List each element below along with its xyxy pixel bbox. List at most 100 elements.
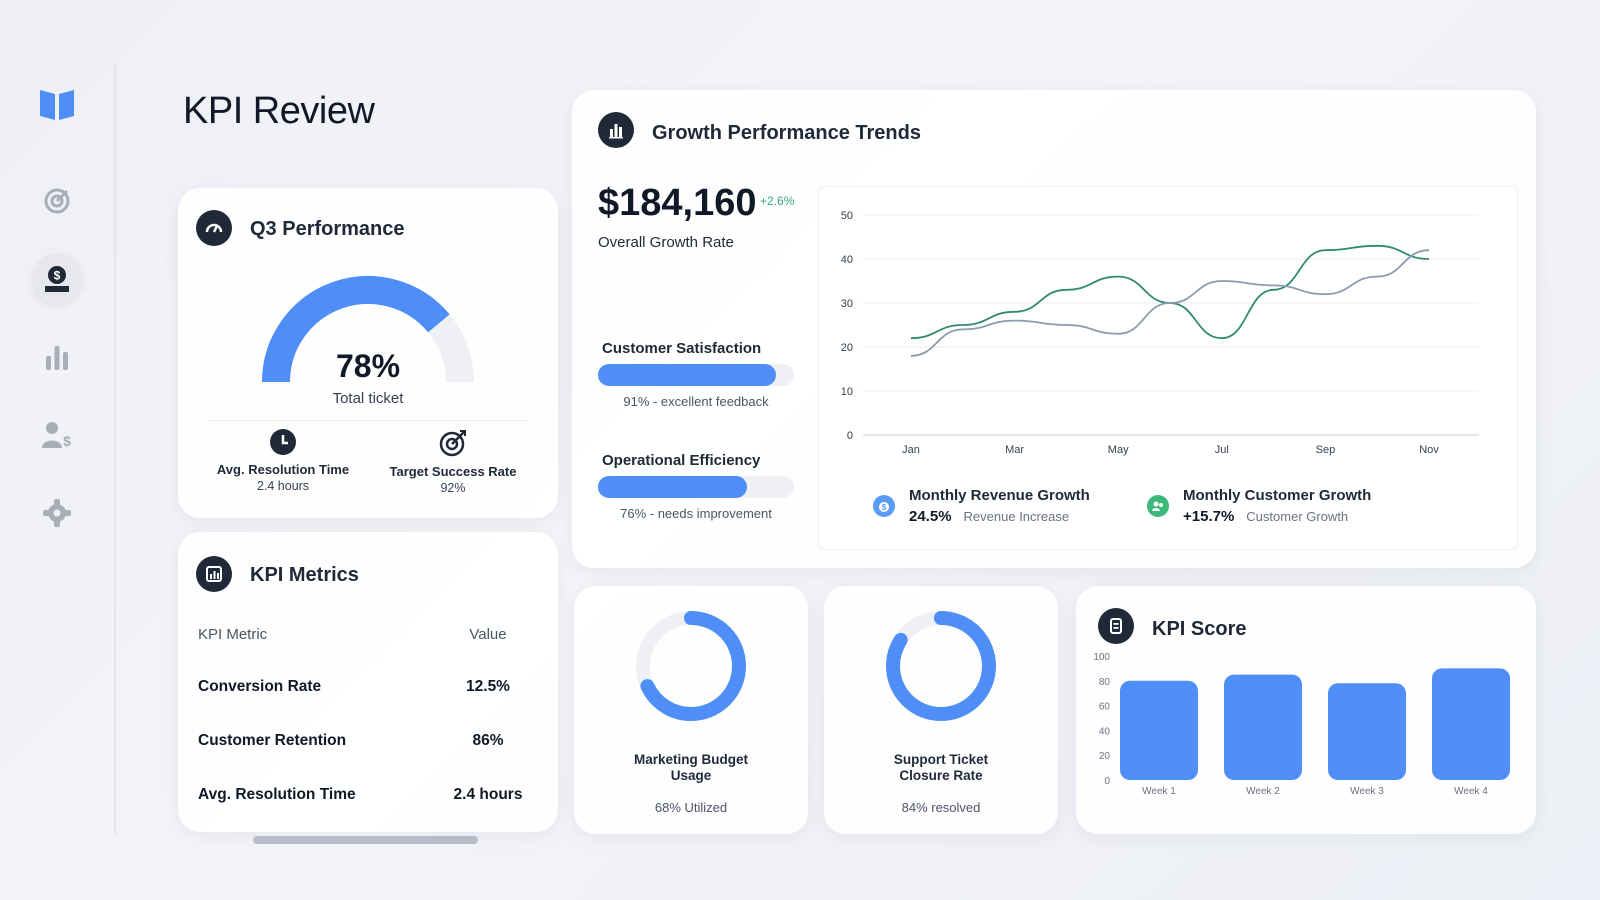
stat-value: 2.4 hours <box>256 479 310 493</box>
column-header-value: Value <box>469 626 507 643</box>
bar-chart-icon <box>598 112 634 148</box>
metric-value: 86% <box>472 732 504 749</box>
legend-value: +15.7% <box>1183 508 1235 525</box>
support-ticket-card: Support Ticket Closure Rate 84% resolved <box>824 586 1058 834</box>
document-icon <box>1098 608 1134 644</box>
line-chart: 0 10 20 30 40 50 Jan Mar May Jul Sep Nov <box>841 210 1479 456</box>
metric-value: 2.4 hours <box>453 786 523 803</box>
x-tick-label: Jul <box>1215 444 1229 456</box>
marketing-budget-card: Marketing Budget Usage 68% Utilized <box>574 586 808 834</box>
page-title: KPI Review <box>183 90 375 132</box>
bar-label: Customer Satisfaction <box>602 340 762 357</box>
growth-trends-card: Growth Performance Trends $184,160 +2.6%… <box>572 90 1536 568</box>
x-tick-label: Nov <box>1419 444 1439 456</box>
x-tick-label: Jan <box>902 444 920 456</box>
user-dollar-icon[interactable]: $ <box>32 410 82 460</box>
metric-name: Conversion Rate <box>198 678 322 695</box>
y-tick-label: 80 <box>1099 677 1111 688</box>
book-open-icon[interactable] <box>38 86 76 122</box>
x-tick-label: Mar <box>1005 444 1024 456</box>
card-title: KPI Score <box>1152 618 1247 640</box>
kpi-score-card: KPI Score 0 20 40 60 80 100 Week 1 Week 2 Week 3… <box>1076 586 1536 834</box>
y-tick-label: 100 <box>1093 652 1110 663</box>
bar-note: 91% - excellent feedback <box>623 394 769 409</box>
card-title: Growth Performance Trends <box>652 122 921 144</box>
donut-note: 68% Utilized <box>654 800 728 815</box>
progress-bar-efficiency <box>598 476 794 498</box>
donut-title-line: Support Ticket <box>893 752 989 767</box>
y-tick-label: 0 <box>1104 776 1110 787</box>
sidebar: $ $ <box>0 0 116 900</box>
bar-chart: 0 20 40 60 80 100 Week 1 Week 2 Week 3 Week 4 <box>1093 652 1510 797</box>
y-tick-label: 10 <box>841 386 853 398</box>
growth-amount: $184,160 <box>598 182 757 224</box>
donut-chart <box>886 611 996 721</box>
bar-note: 76% - needs improvement <box>620 506 772 521</box>
sidebar-divider <box>114 64 116 834</box>
gauge-label: Total ticket <box>332 390 404 407</box>
x-tick-label: May <box>1108 444 1129 456</box>
donut-fill <box>636 611 746 721</box>
y-tick-label: 0 <box>847 430 853 442</box>
users-icon <box>1147 495 1169 517</box>
donut-chart <box>636 611 746 721</box>
q3-performance-card: Q3 Performance 78% Total ticket Avg. Res… <box>178 188 558 518</box>
divider <box>206 420 530 421</box>
stat-label: Target Success Rate <box>389 464 517 479</box>
y-tick-label: 20 <box>841 342 853 354</box>
x-tick-label: Week 1 <box>1142 786 1176 797</box>
gear-icon[interactable] <box>32 488 82 538</box>
x-tick-label: Sep <box>1316 444 1336 456</box>
bar-chart-icon[interactable] <box>32 332 82 382</box>
metric-name: Avg. Resolution Time <box>198 786 356 803</box>
donut-title-line: Closure Rate <box>899 768 983 783</box>
metric-value: 12.5% <box>466 678 510 695</box>
series-line-1 <box>910 249 1430 357</box>
x-tick-label: Week 4 <box>1454 786 1488 797</box>
donut-title: Support Ticket Closure Rate <box>824 752 1058 784</box>
resolution-time-stat: Avg. Resolution Time 2.4 hours <box>198 428 368 493</box>
progress-fill <box>598 364 777 386</box>
gauge-value: 78% <box>335 348 401 384</box>
svg-text:$: $ <box>882 503 887 512</box>
gauge-fill <box>262 276 450 383</box>
legend-title: Monthly Customer Growth <box>1183 487 1372 504</box>
gauge-chart <box>262 276 474 383</box>
growth-subtitle: Overall Growth Rate <box>598 234 734 251</box>
bar-week-2 <box>1224 674 1302 780</box>
y-tick-label: 40 <box>841 254 853 266</box>
y-tick-label: 30 <box>841 298 853 310</box>
target-icon[interactable] <box>32 176 82 226</box>
legend-title: Monthly Revenue Growth <box>909 487 1090 504</box>
metric-name: Customer Retention <box>198 732 347 749</box>
money-bag-icon: $ <box>873 495 895 517</box>
money-hand-icon[interactable]: $ <box>32 254 82 304</box>
bar-week-3 <box>1328 683 1406 780</box>
kpi-metrics-card: KPI Metrics KPI Metric Value Conversion … <box>178 532 558 832</box>
clock-icon <box>270 429 296 455</box>
legend-value: 24.5% <box>909 508 952 525</box>
donut-fill <box>886 611 996 721</box>
column-header-metric: KPI Metric <box>198 626 268 643</box>
growth-delta: +2.6% <box>760 194 795 208</box>
x-tick-label: Week 2 <box>1246 786 1280 797</box>
stat-label: Avg. Resolution Time <box>216 462 350 477</box>
donut-title-line: Usage <box>670 768 712 783</box>
progress-bar-satisfaction <box>598 364 794 386</box>
card-title: KPI Metrics <box>250 564 359 586</box>
target-success-stat: Target Success Rate 92% <box>368 428 538 495</box>
line-chart-panel: 0 10 20 30 40 50 Jan Mar May Jul Sep Nov $ Monthly … <box>818 186 1518 550</box>
svg-text:$: $ <box>54 269 61 283</box>
scrollbar-thumb[interactable] <box>253 836 478 844</box>
stat-value: 92% <box>440 481 466 495</box>
y-tick-label: 60 <box>1099 702 1111 713</box>
y-tick-label: 20 <box>1099 751 1111 762</box>
donut-title: Marketing Budget Usage <box>574 752 808 784</box>
donut-title-line: Marketing Budget <box>633 752 748 767</box>
card-title: Q3 Performance <box>250 218 405 240</box>
bar-chart-icon <box>196 556 232 592</box>
legend-sub: Customer Growth <box>1246 509 1349 524</box>
legend-sub: Revenue Increase <box>963 509 1070 524</box>
donut-note: 84% resolved <box>901 800 981 815</box>
bar-week-4 <box>1432 668 1510 780</box>
